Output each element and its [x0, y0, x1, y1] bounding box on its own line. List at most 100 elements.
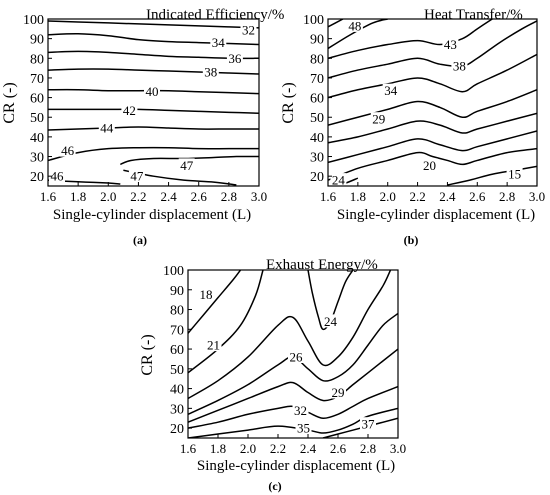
contour-label: 29 — [332, 385, 345, 400]
contour-label-background — [322, 314, 339, 328]
contour-line — [48, 68, 259, 75]
y-tick-labels: 20 30 40 50 60 70 80 90 100 — [163, 264, 192, 437]
contour-line — [48, 50, 259, 60]
y-tick-label: 60 — [30, 92, 44, 107]
contour-line — [328, 53, 537, 99]
panel-heat-transfer: 48 43 38 34 29 20 24 15 1.6 1.8 2.0 2.2 2.4 2.6 2.8 3.… — [280, 7, 545, 247]
contour-line — [188, 270, 264, 374]
y-axis-label: CR (-) — [1, 82, 18, 123]
x-tick-label: 2.8 — [221, 189, 237, 204]
contour-label-background — [382, 83, 399, 97]
contour-label: 40 — [146, 84, 159, 99]
contour-label-background — [128, 169, 145, 183]
contour-label-background — [98, 121, 115, 134]
contour-label: 18 — [200, 287, 213, 302]
contour-label-background — [506, 167, 523, 181]
y-tick-label: 30 — [30, 151, 44, 166]
y-tick-label: 50 — [30, 111, 44, 126]
x-axis-label: Single-cylinder displacement (L) — [337, 207, 535, 223]
x-tick-label: 2.8 — [499, 189, 515, 204]
contour-line — [447, 165, 537, 186]
contour-label-background — [49, 169, 65, 183]
y-axis-label: CR (-) — [139, 334, 156, 375]
contour-label-background — [144, 84, 160, 98]
x-tick-labels: 1.6 1.8 2.0 2.2 2.4 2.6 2.8 3.0 — [40, 182, 267, 204]
y-tick-label: 100 — [303, 13, 324, 28]
contour-label-background — [370, 112, 387, 126]
contour-label: 34 — [384, 83, 398, 98]
y-tick-label: 100 — [163, 264, 184, 279]
contour-label-background — [292, 403, 309, 417]
contour-line — [328, 19, 493, 60]
chart-title: Heat Transfer/% — [424, 7, 523, 23]
contour-label: 37 — [362, 417, 376, 432]
contour-label-background — [288, 350, 304, 363]
contour-label: 46 — [61, 143, 75, 158]
y-tick-label: 80 — [30, 52, 44, 67]
y-tick-label: 20 — [310, 170, 324, 185]
contour-label: 42 — [123, 103, 136, 118]
contour-label-background — [451, 59, 468, 73]
contour-line — [48, 146, 259, 162]
y-tick-label: 30 — [170, 402, 184, 417]
x-tick-label: 1.8 — [70, 189, 86, 204]
contour-line — [48, 108, 259, 115]
contour-line — [188, 270, 392, 400]
chart-title: Indicated Efficiency/% — [146, 7, 284, 23]
x-tick-label: 1.6 — [40, 189, 57, 204]
x-tick-label: 3.0 — [390, 441, 406, 456]
contour-label: 38 — [453, 59, 466, 74]
panel-label: (c) — [268, 479, 281, 493]
chart-title: Exhaust Energy/% — [266, 257, 378, 273]
contour-labels: 48 43 38 34 29 20 24 15 — [330, 18, 523, 188]
x-tick-label: 2.4 — [439, 189, 456, 204]
x-tick-label: 2.6 — [330, 441, 347, 456]
contour-label: 29 — [372, 112, 385, 127]
x-axis-label: Single-cylinder displacement (L) — [197, 458, 395, 474]
x-tick-label: 2.8 — [360, 441, 376, 456]
x-tick-label: 1.8 — [350, 189, 366, 204]
contour-label-background — [202, 65, 219, 78]
plot-frame — [327, 18, 538, 187]
contour-line — [188, 270, 242, 334]
contour-line — [188, 407, 398, 438]
x-tick-label: 2.0 — [380, 189, 396, 204]
y-tick-label: 70 — [170, 323, 184, 338]
contour-label: 26 — [290, 350, 304, 365]
contour-label-background — [295, 421, 312, 435]
contour-line — [322, 417, 398, 438]
contour-line — [328, 147, 537, 181]
contour-label: 36 — [228, 51, 242, 66]
y-tick-label: 30 — [310, 151, 324, 166]
contour-label-background — [360, 417, 376, 431]
x-tick-label: 2.4 — [160, 189, 177, 204]
y-tick-label: 60 — [310, 92, 324, 107]
contour-label-background — [240, 22, 257, 36]
x-tick-label: 2.6 — [191, 189, 208, 204]
y-tick-label: 100 — [23, 13, 44, 28]
y-tick-labels: 20 30 40 50 60 70 80 90 100 — [303, 13, 332, 185]
y-tick-label: 20 — [30, 170, 44, 185]
contour-line — [328, 89, 537, 126]
y-tick-label: 90 — [30, 33, 44, 48]
panel-exhaust-energy: 18 21 24 26 29 32 35 37 1.6 1.8 2.0 2.2 2.4 2.6 2.8 3.… — [139, 257, 406, 493]
contour-label-background — [59, 143, 76, 157]
y-tick-labels: 20 30 40 50 60 70 80 90 100 — [23, 13, 52, 185]
contour-line — [328, 130, 537, 164]
contour-label: 38 — [204, 65, 217, 80]
contour-lines — [188, 270, 398, 438]
x-tick-label: 2.2 — [270, 441, 286, 456]
y-tick-label: 70 — [30, 72, 44, 87]
contour-label: 21 — [207, 338, 220, 353]
y-tick-label: 50 — [170, 363, 184, 378]
x-tick-label: 3.0 — [251, 189, 267, 204]
x-tick-labels: 1.6 1.8 2.0 2.2 2.4 2.6 2.8 3.0 — [320, 182, 545, 204]
x-tick-label: 2.0 — [240, 441, 256, 456]
contour-line — [328, 19, 344, 28]
contour-label-background — [442, 37, 459, 51]
contour-label: 44 — [100, 121, 114, 136]
contour-label-background — [421, 158, 438, 172]
